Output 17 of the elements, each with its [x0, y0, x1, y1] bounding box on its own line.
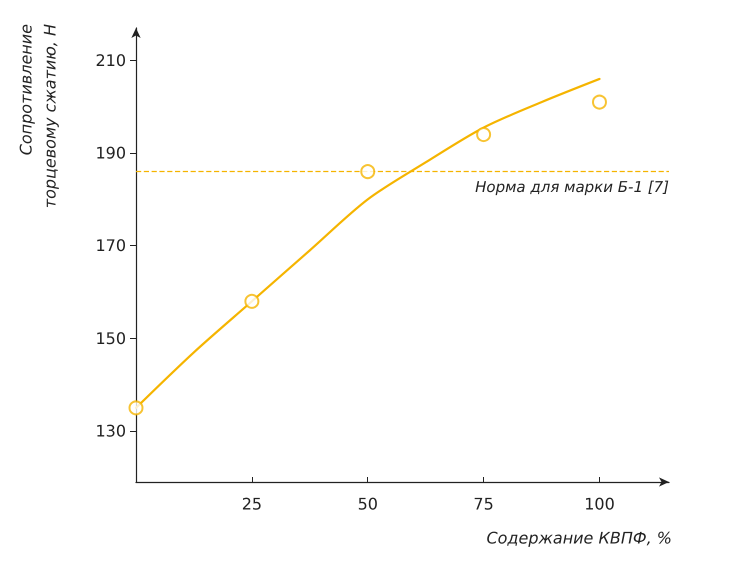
point	[360, 164, 376, 180]
point	[128, 400, 144, 416]
x-tick-label: 100	[584, 494, 615, 514]
x-tick-label: 50	[358, 494, 378, 514]
point	[592, 94, 607, 110]
point	[476, 127, 492, 142]
point	[244, 294, 260, 309]
x-axis-title: Содержание КВПФ, %	[486, 528, 672, 548]
y-tick-label: 130	[95, 422, 126, 441]
y-tick-label: 190	[95, 144, 126, 163]
y-axis-title: Сопротивление торцевому сжатию, Н	[16, 24, 60, 208]
x-tick-label: 25	[242, 494, 262, 514]
x-tick-label: 75	[473, 494, 494, 514]
y-tick-label: 170	[95, 236, 126, 256]
ref-line-label: Норма для марки Б-1 [7]	[475, 178, 670, 196]
y-tick-label: 150	[95, 328, 126, 348]
y-tick-label: 210	[95, 50, 126, 70]
